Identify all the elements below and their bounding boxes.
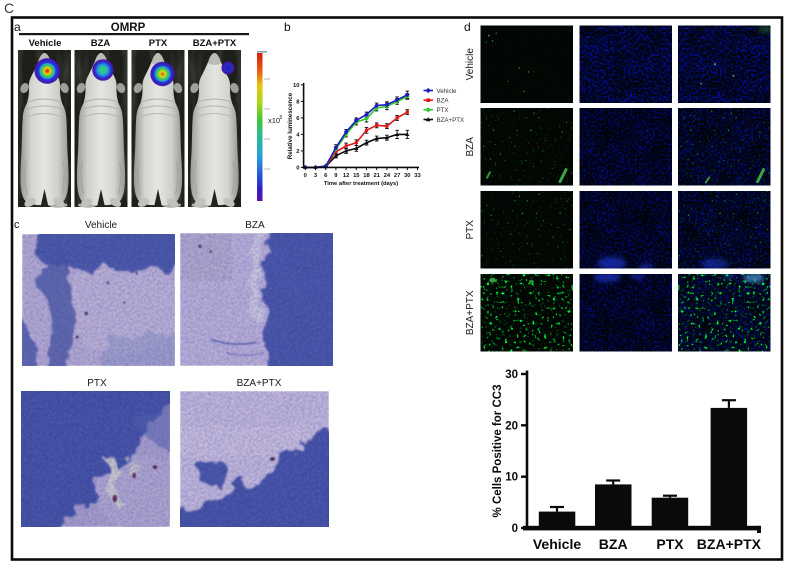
- svg-text:0: 0: [304, 173, 307, 179]
- svg-text:30: 30: [404, 173, 410, 179]
- svg-text:1000: 1000: [264, 167, 271, 171]
- svg-text:PTX: PTX: [437, 107, 449, 114]
- svg-text:5: 5: [280, 115, 283, 121]
- svg-text:BZA: BZA: [437, 98, 450, 105]
- svg-text:10: 10: [293, 83, 299, 89]
- svg-text:b: b: [284, 20, 291, 34]
- svg-text:d: d: [464, 20, 471, 34]
- svg-text:Vehicle: Vehicle: [465, 48, 476, 81]
- svg-text:Vehicle: Vehicle: [85, 220, 118, 231]
- svg-text:4: 4: [296, 133, 300, 139]
- svg-text:BZA+PTX: BZA+PTX: [437, 117, 465, 124]
- svg-text:BZA: BZA: [91, 38, 111, 49]
- svg-text:PTX: PTX: [656, 536, 684, 552]
- svg-text:10: 10: [505, 472, 518, 484]
- svg-text:Vehicle: Vehicle: [437, 88, 458, 95]
- svg-text:BZA: BZA: [245, 220, 265, 231]
- svg-text:6: 6: [324, 173, 328, 179]
- svg-text:2000: 2000: [264, 137, 271, 141]
- svg-text:PTX: PTX: [87, 378, 107, 389]
- svg-text:C: C: [4, 0, 14, 16]
- svg-text:Vehicle: Vehicle: [533, 536, 581, 552]
- svg-text:BZA+PTX: BZA+PTX: [237, 378, 282, 389]
- svg-text:4000: 4000: [264, 77, 271, 81]
- svg-text:6: 6: [296, 116, 300, 122]
- svg-text:0: 0: [296, 166, 299, 172]
- svg-text:30: 30: [505, 369, 518, 381]
- svg-text:c: c: [14, 219, 20, 231]
- svg-text:0: 0: [512, 523, 518, 535]
- svg-text:a: a: [14, 20, 21, 34]
- svg-text:33: 33: [414, 173, 421, 179]
- svg-text:24: 24: [384, 173, 391, 179]
- svg-text:% Cells Positive for CC3: % Cells Positive for CC3: [492, 385, 504, 518]
- svg-text:8: 8: [296, 100, 300, 106]
- svg-text:15: 15: [353, 173, 360, 179]
- svg-text:BZA+PTX: BZA+PTX: [697, 536, 762, 552]
- svg-text:12: 12: [343, 173, 349, 179]
- svg-text:OMRP: OMRP: [111, 22, 146, 34]
- svg-text:21: 21: [373, 173, 380, 179]
- svg-text:9: 9: [334, 173, 338, 179]
- svg-text:Vehicle: Vehicle: [29, 38, 62, 49]
- svg-text:18: 18: [363, 173, 370, 179]
- svg-text:3000: 3000: [264, 107, 271, 111]
- svg-text:3: 3: [314, 173, 318, 179]
- svg-text:Time after treatment (days): Time after treatment (days): [324, 181, 398, 187]
- svg-text:PTX: PTX: [149, 38, 168, 49]
- svg-text:BZA+PTX: BZA+PTX: [193, 38, 237, 49]
- svg-text:PTX: PTX: [465, 220, 476, 240]
- svg-text:Relative luminescence: Relative luminescence: [287, 92, 294, 159]
- svg-text:20: 20: [505, 420, 518, 432]
- svg-text:2: 2: [296, 149, 299, 155]
- svg-text:BZA+PTX: BZA+PTX: [465, 290, 476, 335]
- svg-text:27: 27: [394, 173, 400, 179]
- svg-text:BZA: BZA: [465, 137, 476, 157]
- svg-text:BZA: BZA: [599, 536, 628, 552]
- svg-text:x10: x10: [268, 116, 280, 125]
